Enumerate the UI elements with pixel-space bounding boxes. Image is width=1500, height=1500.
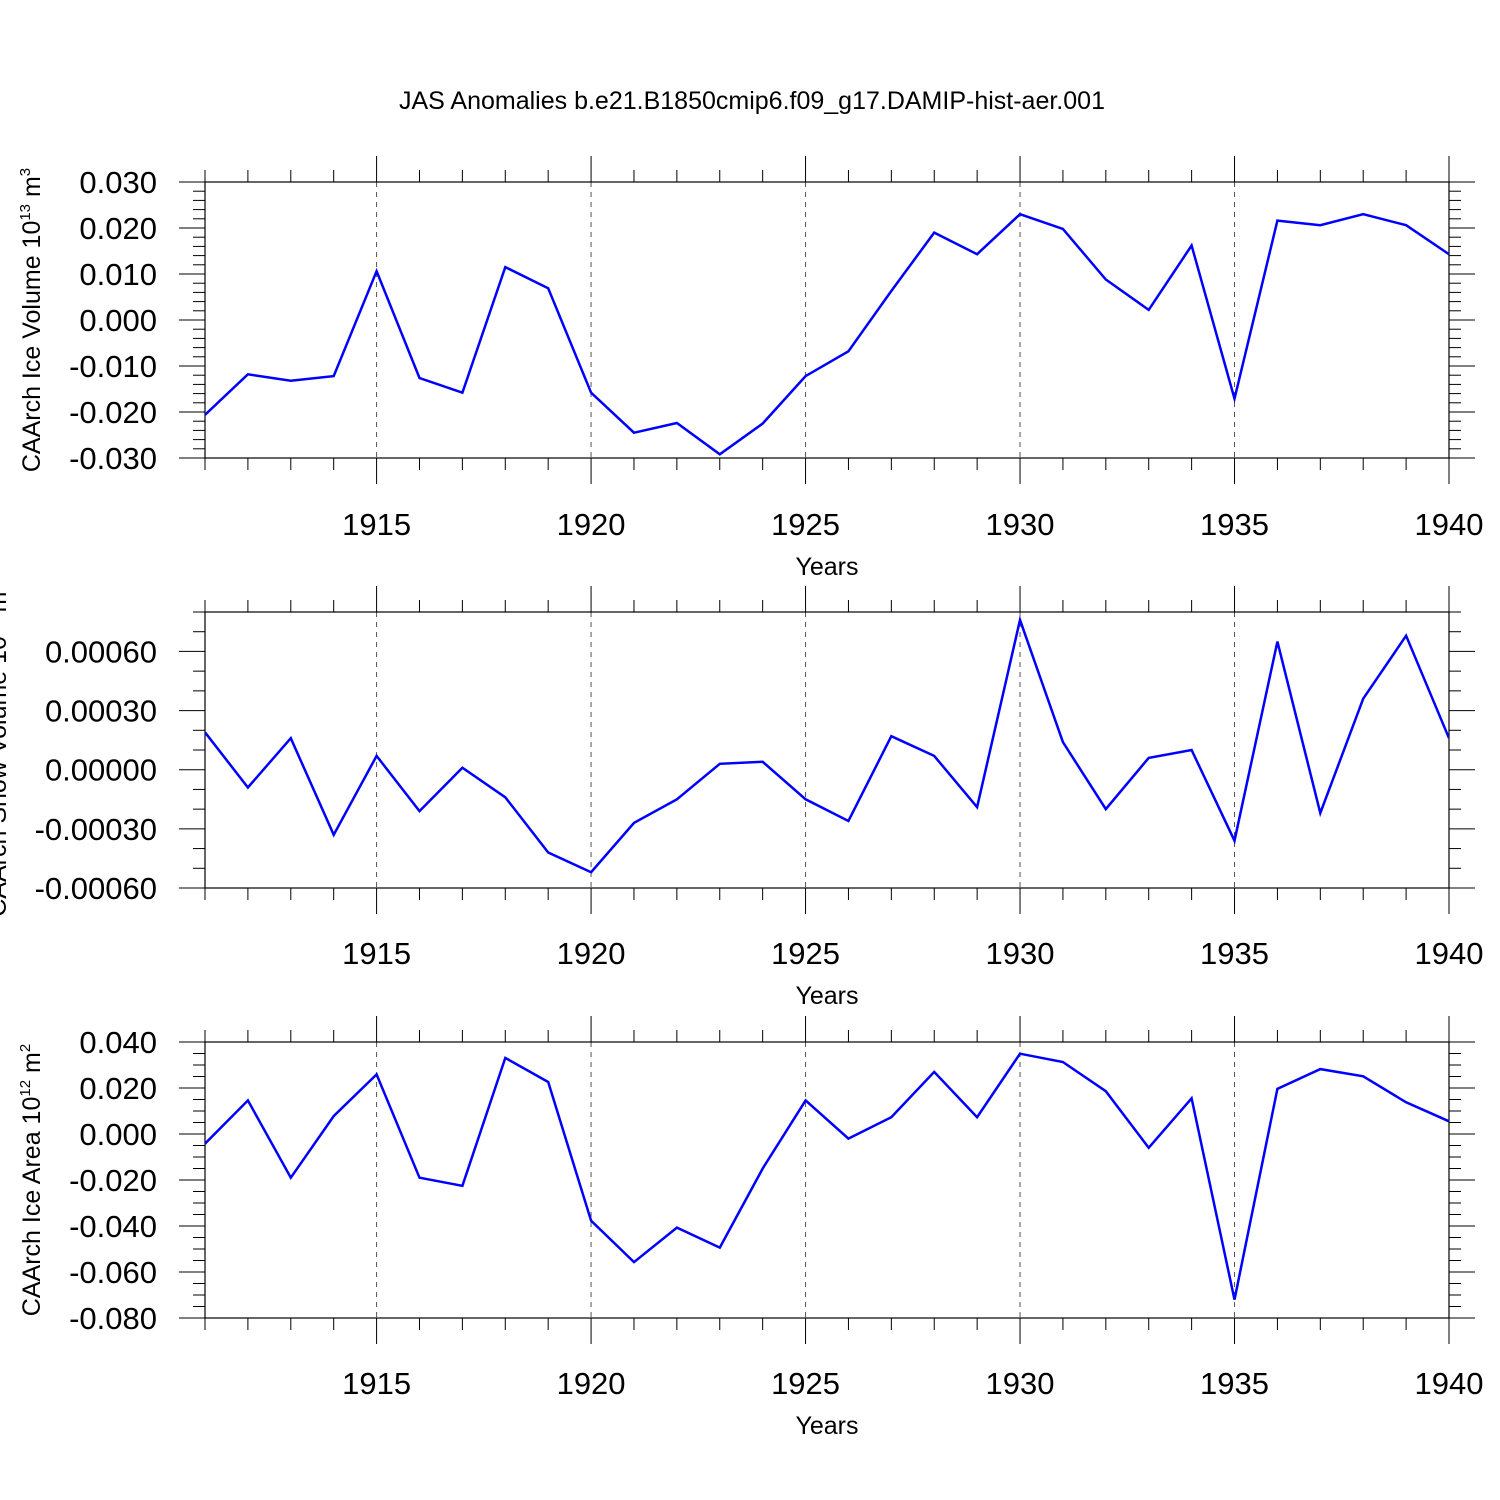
y-axis-label: CAArch Ice Volume 1013 m3 — [17, 168, 46, 472]
x-axis-label: Years — [795, 982, 858, 1010]
y-axis-label: CAArch Ice Area 1012 m2 — [17, 1044, 46, 1316]
x-tick-label: 1930 — [986, 936, 1055, 971]
y-tick-label: -0.00030 — [35, 812, 157, 847]
y-tick-label: 0.000 — [79, 1117, 157, 1152]
y-tick-label: -0.080 — [69, 1301, 157, 1336]
plot-frame — [204, 1041, 1450, 1319]
plot-frame — [204, 181, 1450, 459]
x-tick-label: 1915 — [342, 507, 411, 542]
x-tick-label: 1935 — [1200, 936, 1269, 971]
x-tick-label: 1930 — [986, 507, 1055, 542]
x-tick-label: 1915 — [342, 1366, 411, 1401]
x-tick-label: 1925 — [771, 507, 840, 542]
y-tick-label: -0.040 — [69, 1209, 157, 1244]
y-axis-label: CAArch Snow Volume 1013 m3 — [0, 583, 12, 917]
y-tick-label: -0.030 — [69, 441, 157, 476]
y-tick-label: 0.040 — [79, 1025, 157, 1060]
x-tick-label: 1940 — [1415, 1366, 1484, 1401]
plot-frame — [204, 611, 1450, 889]
y-tick-label: -0.00060 — [35, 871, 157, 906]
y-tick-label: 0.020 — [79, 211, 157, 246]
x-tick-label: 1925 — [771, 1366, 840, 1401]
panel-1: 1915 1920 1925 1930 1935 1940 Years -0.030 -0.02… — [17, 156, 1483, 581]
y-tick-label: 0.00060 — [45, 634, 157, 669]
x-tick-label: 1915 — [342, 936, 411, 971]
x-axis-label: Years — [795, 1412, 858, 1440]
series-line — [205, 615, 1449, 874]
x-tick-label: 1940 — [1415, 507, 1484, 542]
x-tick-label: 1920 — [557, 1366, 626, 1401]
y-tick-label: 0.00000 — [45, 753, 157, 788]
series-line — [205, 212, 1449, 456]
x-tick-label: 1935 — [1200, 507, 1269, 542]
y-tick-label: -0.020 — [69, 1163, 157, 1198]
y-tick-label: 0.00030 — [45, 694, 157, 729]
panels: 1915 1920 1925 1930 1935 1940 Years -0.030 -0.02… — [0, 156, 1483, 1440]
x-tick-label: 1930 — [986, 1366, 1055, 1401]
y-tick-label: 0.010 — [79, 257, 157, 292]
y-tick-label: -0.020 — [69, 395, 157, 430]
x-tick-label: 1935 — [1200, 1366, 1269, 1401]
x-axis-label: Years — [795, 553, 858, 581]
y-tick-label: 0.020 — [79, 1071, 157, 1106]
x-tick-label: 1925 — [771, 936, 840, 971]
panel-2: 1915 1920 1925 1930 1935 1940 Years -0.00060 -0.… — [0, 583, 1484, 1010]
series-line — [205, 1052, 1449, 1300]
y-tick-label: 0.000 — [79, 303, 157, 338]
x-tick-label: 1940 — [1415, 936, 1484, 971]
chart-title: JAS Anomalies b.e21.B1850cmip6.f09_g17.D… — [399, 87, 1105, 115]
x-tick-label: 1920 — [557, 507, 626, 542]
panel-3: 1915 1920 1925 1930 1935 1940 Years -0.080 -0.06… — [17, 1016, 1483, 1440]
x-tick-label: 1920 — [557, 936, 626, 971]
y-tick-label: 0.030 — [79, 165, 157, 200]
y-tick-label: -0.060 — [69, 1255, 157, 1290]
y-tick-label: -0.010 — [69, 349, 157, 384]
